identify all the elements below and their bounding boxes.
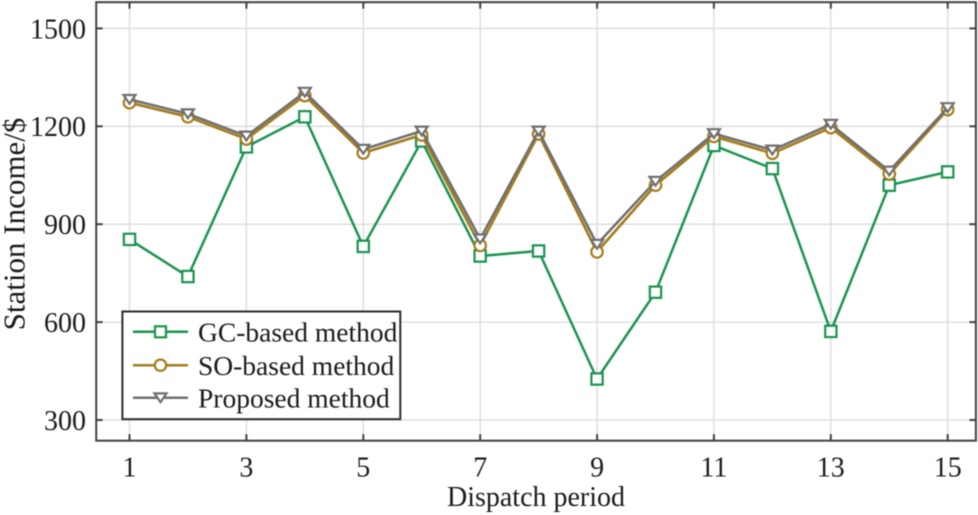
svg-text:1500: 1500 (30, 14, 86, 45)
svg-text:1: 1 (123, 453, 137, 484)
svg-text:15: 15 (934, 453, 962, 484)
svg-text:1200: 1200 (30, 112, 86, 143)
svg-text:13: 13 (817, 453, 845, 484)
svg-text:300: 300 (44, 406, 86, 437)
svg-text:7: 7 (473, 453, 487, 484)
svg-text:Dispatch period: Dispatch period (447, 482, 625, 513)
svg-text:GC-based method: GC-based method (198, 317, 398, 348)
svg-text:600: 600 (44, 308, 86, 339)
svg-text:SO-based method: SO-based method (198, 350, 395, 381)
svg-text:3: 3 (239, 453, 253, 484)
svg-text:900: 900 (44, 210, 86, 241)
svg-text:9: 9 (590, 453, 604, 484)
svg-text:Station Income/$: Station Income/$ (0, 118, 32, 331)
svg-text:11: 11 (700, 453, 727, 484)
svg-text:5: 5 (356, 453, 370, 484)
svg-text:Proposed method: Proposed method (198, 383, 390, 414)
